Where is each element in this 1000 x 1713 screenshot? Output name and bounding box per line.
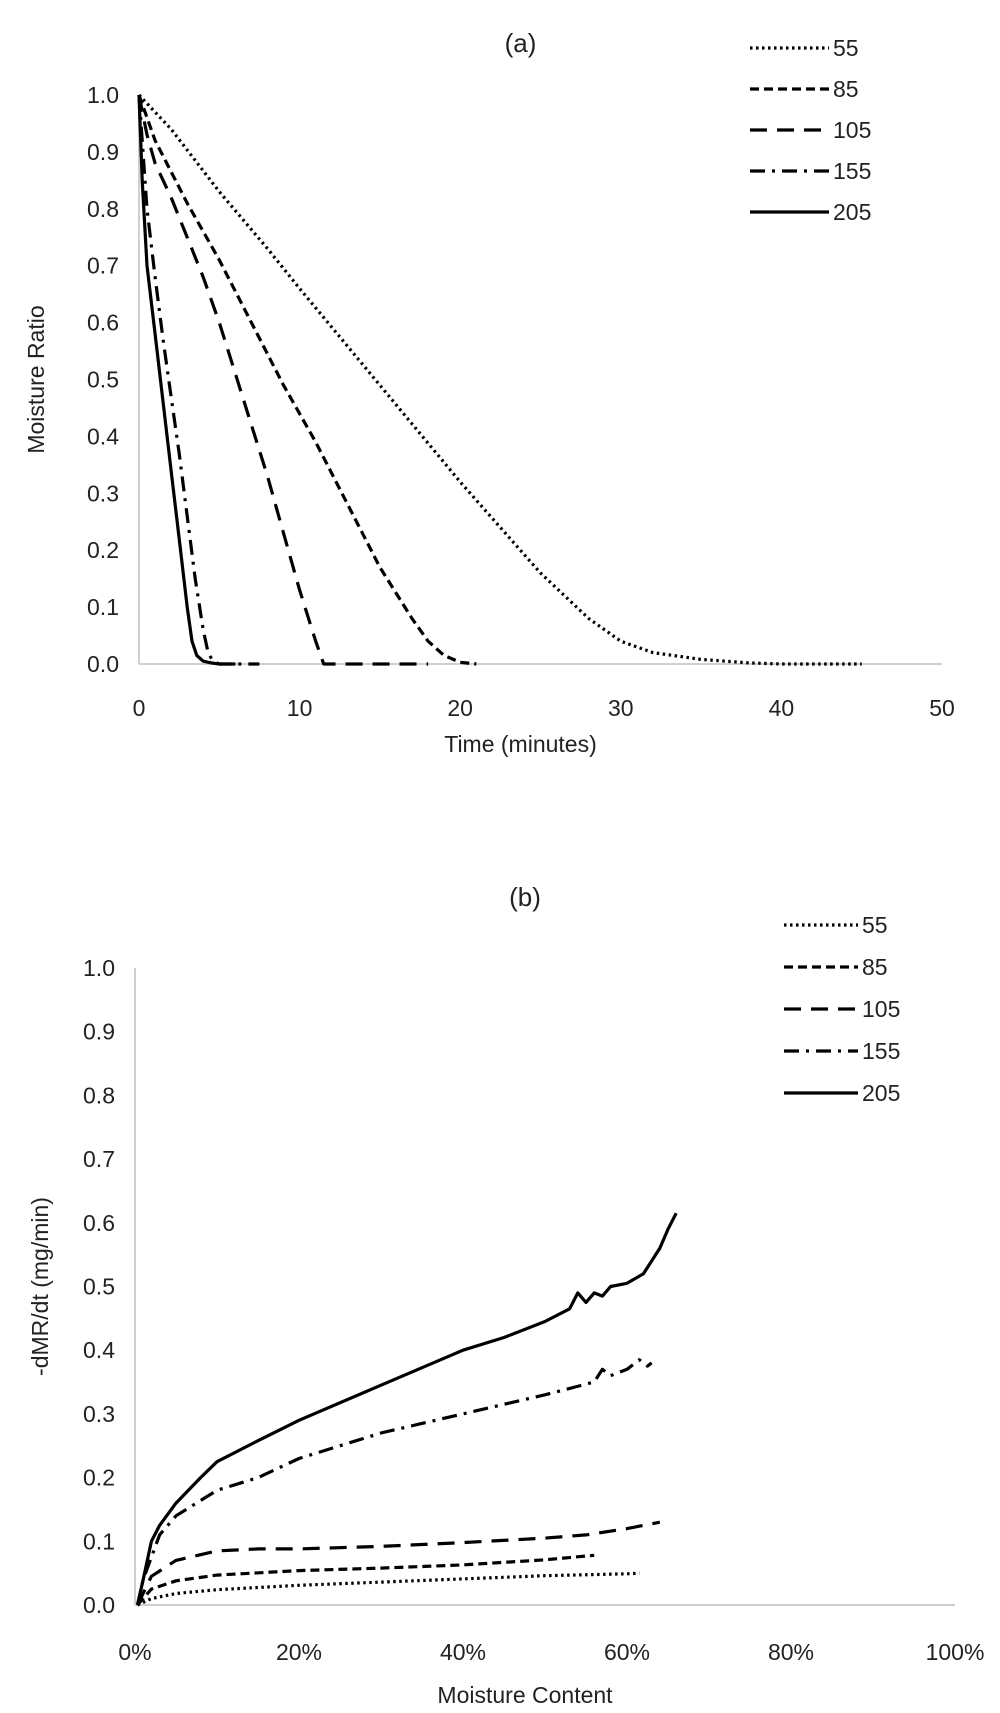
y-tick-label: 1.0: [87, 82, 119, 108]
chart-b: (b) 0.0 0.1 0.2 0.3 0.4 0.5 0.6 0.7 0.8 0.9 1.0 0% 20…: [27, 882, 984, 1708]
series-line-155: [137, 94, 260, 666]
y-tick-label: 0.8: [87, 196, 119, 222]
y-tick-label: 0.7: [83, 1146, 115, 1172]
y-tick-label: 0.6: [83, 1210, 115, 1236]
legend-label-85: 85: [862, 954, 888, 980]
x-tick-label: 20%: [276, 1639, 322, 1665]
series-line-205: [135, 1212, 678, 1606]
y-tick-label: 0.9: [87, 139, 119, 165]
series-line-55: [137, 93, 862, 666]
y-tick-label: 0.4: [87, 423, 119, 449]
series-line-85: [137, 94, 477, 666]
x-tick-label: 40%: [440, 1639, 486, 1665]
y-tick-label: 0.0: [83, 1592, 115, 1618]
legend-label-105: 105: [833, 117, 871, 143]
y-tick-label: 0.4: [83, 1337, 115, 1363]
y-axis-label: -dMR/dt (mg/min): [27, 1197, 53, 1376]
chart-a: (a) 0.0 0.1 0.2 0.3 0.4 0.5 0.6 0.7 0.8 0.9 1.0 0 10 2…: [23, 28, 955, 757]
legend-label-205: 205: [833, 199, 871, 225]
x-axis-label: Moisture Content: [437, 1682, 613, 1708]
x-tick-label: 20: [447, 695, 473, 721]
y-tick-label: 0.9: [83, 1019, 115, 1045]
y-tick-label: 0.5: [83, 1274, 115, 1300]
y-tick-label: 0.1: [83, 1528, 115, 1554]
legend-label-55: 55: [833, 35, 859, 61]
y-tick-label: 0.5: [87, 367, 119, 393]
series-line-55: [136, 1571, 640, 1607]
y-tick-label: 0.6: [87, 310, 119, 336]
series-line-105: [137, 94, 429, 666]
legend-label-205: 205: [862, 1080, 900, 1106]
y-tick-label: 0.2: [83, 1465, 115, 1491]
legend-label-155: 155: [862, 1038, 900, 1064]
x-tick-label: 30: [608, 695, 634, 721]
series-line-155: [135, 1358, 653, 1606]
y-tick-label: 1.0: [83, 955, 115, 981]
x-tick-label: 0%: [118, 1639, 151, 1665]
legend-label-155: 155: [833, 158, 871, 184]
y-tick-label: 0.8: [83, 1082, 115, 1108]
x-tick-label: 60%: [604, 1639, 650, 1665]
legend-label-105: 105: [862, 996, 900, 1022]
x-axis-label: Time (minutes): [444, 731, 597, 757]
x-tick-label: 100%: [926, 1639, 985, 1665]
x-tick-label: 40: [769, 695, 795, 721]
x-tick-label: 0: [133, 695, 146, 721]
y-tick-label: 0.2: [87, 537, 119, 563]
series-line-105: [136, 1520, 661, 1606]
y-tick-label: 0.3: [87, 480, 119, 506]
y-tick-label: 0.3: [83, 1401, 115, 1427]
series-line-85: [136, 1553, 595, 1607]
chart-title: (b): [509, 882, 541, 912]
x-tick-label: 50: [929, 695, 955, 721]
y-tick-label: 0.1: [87, 594, 119, 620]
y-tick-label: 0.0: [87, 651, 119, 677]
y-axis-label: Moisture Ratio: [23, 305, 49, 453]
chart-title: (a): [505, 28, 537, 58]
series-line-205: [137, 94, 236, 666]
y-tick-label: 0.7: [87, 253, 119, 279]
legend-label-55: 55: [862, 912, 888, 938]
x-tick-label: 10: [287, 695, 313, 721]
x-tick-label: 80%: [768, 1639, 814, 1665]
legend-label-85: 85: [833, 76, 859, 102]
